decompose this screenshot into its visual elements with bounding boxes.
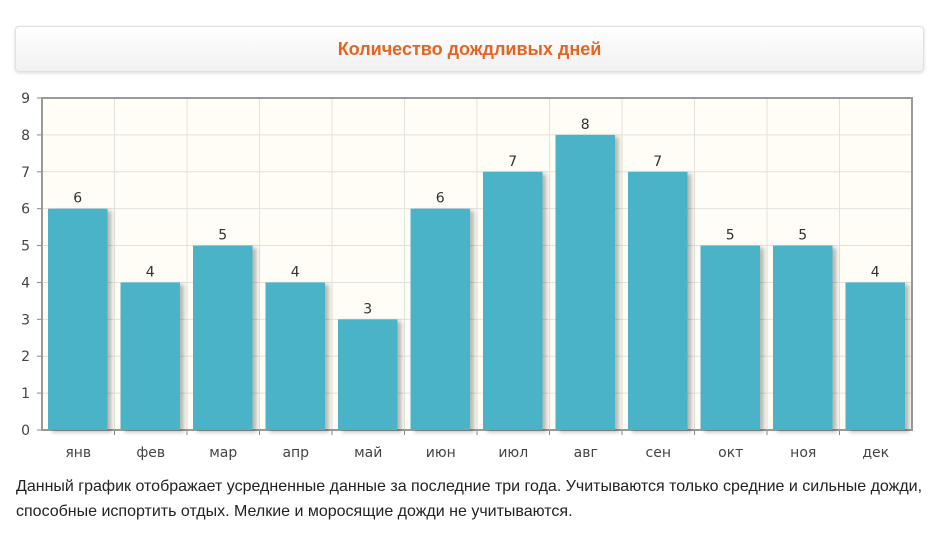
bar xyxy=(410,208,470,430)
chart-title: Количество дождливых дней xyxy=(337,38,602,59)
bar xyxy=(338,319,398,430)
y-tick-label: 7 xyxy=(21,165,30,181)
bar xyxy=(483,171,543,430)
bar xyxy=(265,282,325,430)
y-tick-label: 2 xyxy=(21,349,30,365)
bar xyxy=(700,245,760,430)
bar-value-label: 5 xyxy=(798,228,807,244)
bar-value-label: 6 xyxy=(73,191,82,207)
x-tick-label: май xyxy=(354,445,382,461)
y-tick-label: 4 xyxy=(21,275,30,291)
x-tick-label: июн xyxy=(426,445,456,461)
bar-value-label: 4 xyxy=(871,264,880,280)
y-tick-label: 8 xyxy=(21,128,30,144)
plot-border xyxy=(41,97,913,431)
bar-value-label: 4 xyxy=(291,264,300,280)
y-tick-label: 9 xyxy=(21,91,30,107)
y-tick-label: 0 xyxy=(21,423,30,439)
chart-description: Данный график отображает усредненные дан… xyxy=(16,478,923,520)
bar-chart: 0 1 2 3 4 5 6 7 8 9 6 янв 4 фев 5 мар 4 апр 3 май 6 июн 7 июл 8 а… xyxy=(21,91,913,461)
x-tick-label: авг xyxy=(574,445,598,461)
bar xyxy=(628,171,688,430)
bar xyxy=(48,208,108,430)
bar xyxy=(193,245,253,430)
bar-value-label: 4 xyxy=(146,264,155,280)
bar-value-label: 7 xyxy=(653,154,662,170)
x-tick-label: дек xyxy=(862,445,889,461)
bar xyxy=(120,282,180,430)
x-tick-label: мар xyxy=(209,445,237,461)
bar xyxy=(555,134,615,430)
x-tick-label: июл xyxy=(498,445,528,461)
bar-value-label: 5 xyxy=(726,228,735,244)
bar-value-label: 7 xyxy=(508,154,517,170)
y-tick-label: 6 xyxy=(21,202,30,218)
bar xyxy=(845,282,905,430)
bar-value-label: 6 xyxy=(436,191,445,207)
x-tick-label: сен xyxy=(646,445,671,461)
x-tick-label: окт xyxy=(718,445,743,461)
x-tick-label: фев xyxy=(136,445,165,461)
bar-value-label: 8 xyxy=(581,117,590,133)
y-tick-label: 3 xyxy=(21,312,30,328)
x-tick-label: ноя xyxy=(790,445,816,461)
bar-value-label: 3 xyxy=(363,301,372,317)
x-tick-label: апр xyxy=(282,445,309,461)
bar xyxy=(773,245,833,430)
y-tick-label: 1 xyxy=(21,386,30,402)
x-tick-label: янв xyxy=(65,445,91,461)
chart-title-bar: Количество дождливых дней xyxy=(15,26,924,72)
bar-value-label: 5 xyxy=(218,228,227,244)
y-tick-label: 5 xyxy=(21,239,30,255)
